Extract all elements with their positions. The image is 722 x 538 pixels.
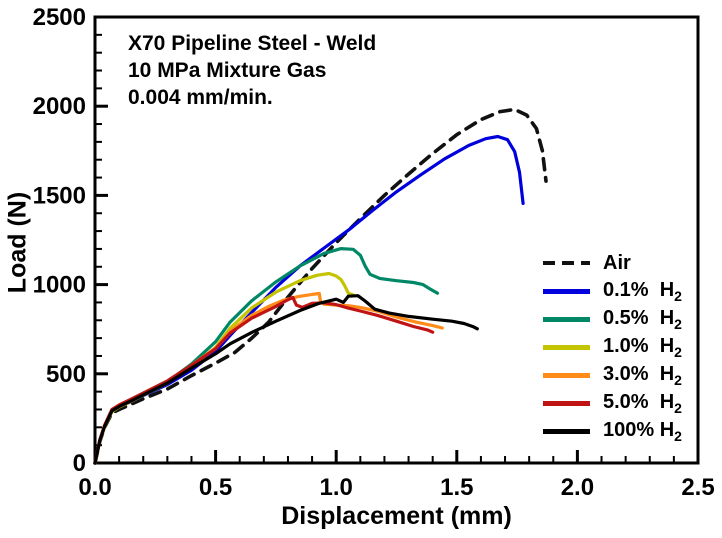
legend-label: Air <box>603 251 631 274</box>
legend-label: 3.0% H2 <box>603 362 682 388</box>
legend: Air 0.1% H2 0.5% H2 1.0% H2 3.0% H2 5.0% H2 10… <box>543 249 682 445</box>
axis-tick-labels: 0.0 0.5 1.0 1.5 2.0 2.5 0 500 1000 1500 2000 2500 <box>33 4 715 501</box>
curve-0.5-h2 <box>93 247 440 465</box>
legend-label: 0.5% H2 <box>603 306 682 332</box>
legend-label: 100% H2 <box>603 418 682 444</box>
x-tick-label: 1.5 <box>440 474 473 501</box>
curve-5.0-h2 <box>93 295 435 465</box>
legend-swatch <box>543 344 590 350</box>
legend-item-0.5-h2: 0.5% H2 <box>543 305 682 333</box>
annotation-line-3: 0.004 mm/min. <box>128 86 273 109</box>
y-tick-label: 2500 <box>33 4 86 31</box>
curve-0.1-h2 <box>93 134 525 465</box>
annotation-line-2: 10 MPa Mixture Gas <box>128 59 327 82</box>
annotation-line-1: X70 Pipeline Steel - Weld <box>128 32 377 55</box>
legend-swatch <box>543 316 590 322</box>
x-tick-label: 2.0 <box>561 474 594 501</box>
axis-ticks <box>93 15 700 465</box>
x-tick-label: 1.0 <box>320 474 353 501</box>
x-axis-label: Displacement (mm) <box>281 502 512 530</box>
legend-swatch <box>543 372 590 378</box>
legend-item-1.0-h2: 1.0% H2 <box>543 333 682 361</box>
legend-swatch <box>543 428 590 434</box>
y-tick-label: 2000 <box>33 93 86 120</box>
x-tick-label: 0.0 <box>78 474 111 501</box>
legend-label: 1.0% H2 <box>603 334 682 360</box>
y-tick-label: 1000 <box>33 272 86 299</box>
legend-swatch <box>543 261 590 265</box>
data-curves <box>93 107 548 465</box>
legend-item-3.0-h2: 3.0% H2 <box>543 361 682 389</box>
y-tick-label: 0 <box>73 450 86 477</box>
legend-item-0.1-h2: 0.1% H2 <box>543 277 682 305</box>
plot-annotation: X70 Pipeline Steel - Weld 10 MPa Mixture… <box>128 30 376 111</box>
legend-item-100-h2: 100% H2 <box>543 417 682 445</box>
y-axis-label: Load (N) <box>3 191 32 294</box>
legend-label: 0.1% H2 <box>603 278 682 304</box>
x-tick-label: 2.5 <box>681 474 714 501</box>
plot-box <box>93 15 700 465</box>
plot-frame <box>93 15 700 465</box>
y-tick-label: 1500 <box>33 182 86 209</box>
y-tick-label: 500 <box>46 361 86 388</box>
x-tick-label: 0.5 <box>199 474 232 501</box>
curve-air <box>93 107 548 465</box>
legend-label: 5.0% H2 <box>603 390 682 416</box>
legend-swatch <box>543 400 590 406</box>
legend-item-air: Air <box>543 249 682 277</box>
legend-swatch <box>543 288 590 294</box>
legend-item-5.0-h2: 5.0% H2 <box>543 389 682 417</box>
curve-100-h2 <box>93 294 479 465</box>
